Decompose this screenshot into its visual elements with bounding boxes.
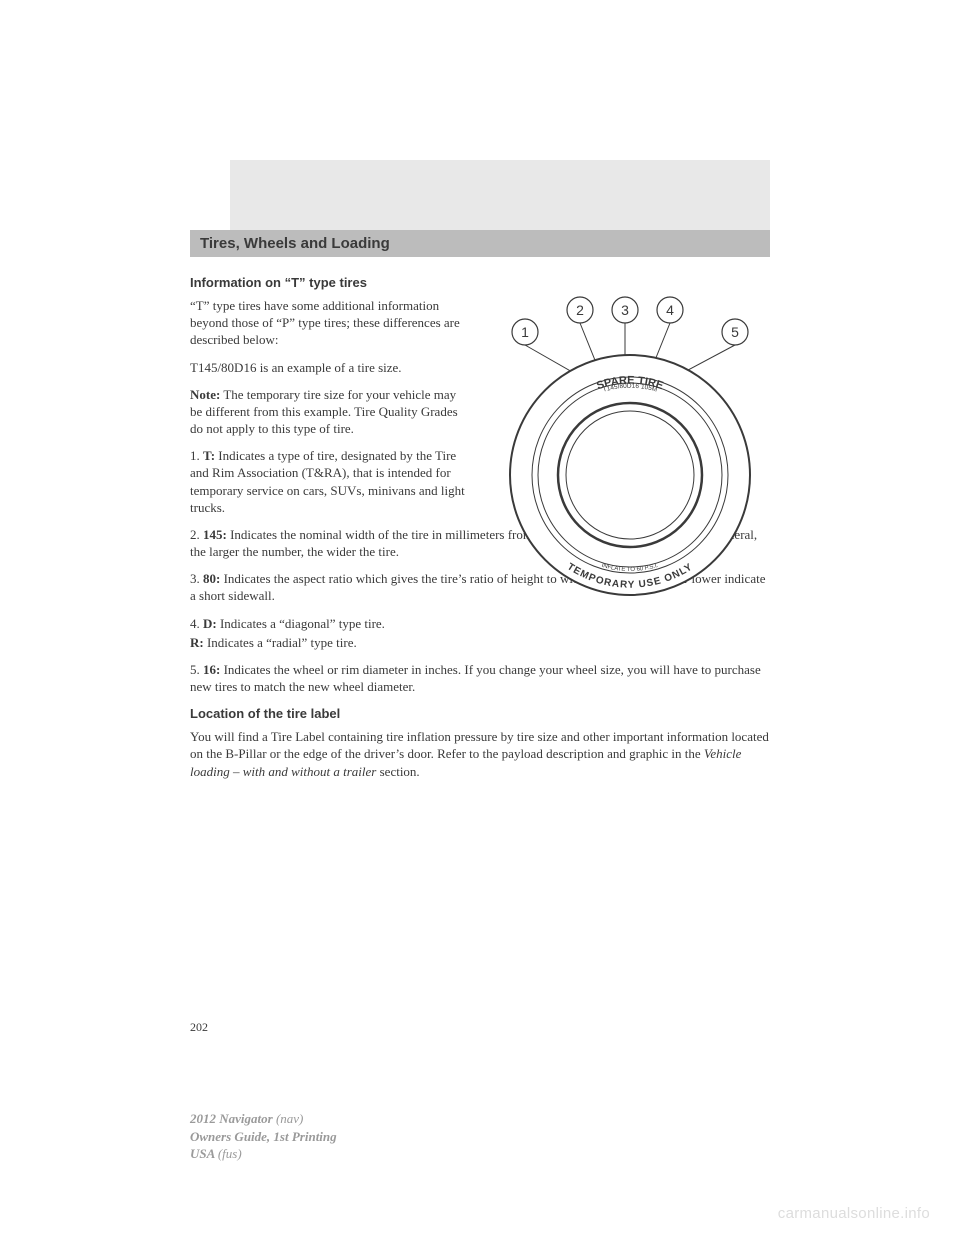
item1-label: T:	[203, 448, 215, 463]
item5-num: 5.	[190, 662, 203, 677]
item2-label: 145:	[203, 527, 227, 542]
para-example: T145/80D16 is an example of a tire size.	[190, 359, 470, 376]
footer-code1: (nav)	[276, 1111, 303, 1126]
callout-3: 3	[621, 302, 629, 318]
callout-1: 1	[521, 324, 529, 340]
item4b-label: R:	[190, 635, 204, 650]
note-label: Note:	[190, 387, 220, 402]
header-gray-box	[230, 160, 770, 230]
item4-text: Indicates a “diagonal” type tire.	[217, 616, 385, 631]
page-number: 202	[190, 1020, 208, 1035]
subhead-location: Location of the tire label	[190, 705, 770, 722]
item2-num: 2.	[190, 527, 203, 542]
para-item5: 5. 16: Indicates the wheel or rim diamet…	[190, 661, 770, 695]
watermark: carmanualsonline.info	[778, 1205, 930, 1222]
item4-label: D:	[203, 616, 217, 631]
loc-text2: section.	[376, 764, 419, 779]
footer: 2012 Navigator (nav) Owners Guide, 1st P…	[190, 1110, 337, 1163]
para-location: You will find a Tire Label containing ti…	[190, 728, 770, 779]
para-item1: 1. T: Indicates a type of tire, designat…	[190, 447, 470, 516]
loc-text1: You will find a Tire Label containing ti…	[190, 729, 769, 761]
item4-num: 4.	[190, 616, 203, 631]
footer-guide: Owners Guide, 1st Printing	[190, 1128, 337, 1146]
item3-num: 3.	[190, 571, 203, 586]
item1-text: Indicates a type of tire, designated by …	[190, 448, 465, 514]
item1-num: 1.	[190, 448, 203, 463]
para-item4: 4. D: Indicates a “diagonal” type tire.	[190, 615, 770, 632]
item5-label: 16:	[203, 662, 220, 677]
note-text: The temporary tire size for your vehicle…	[190, 387, 458, 436]
footer-region: USA	[190, 1146, 218, 1161]
item4b-text: Indicates a “radial” type tire.	[204, 635, 357, 650]
section-header: Tires, Wheels and Loading	[190, 230, 770, 257]
footer-code2: (fus)	[218, 1146, 242, 1161]
callout-5: 5	[731, 324, 739, 340]
callout-4: 4	[666, 302, 674, 318]
item5-text: Indicates the wheel or rim diameter in i…	[190, 662, 761, 694]
footer-model: 2012 Navigator	[190, 1111, 276, 1126]
para-intro: “T” type tires have some additional info…	[190, 297, 470, 348]
item3-label: 80:	[203, 571, 220, 586]
callout-2: 2	[576, 302, 584, 318]
spare-tire-diagram: 1 2 3 4 5 SPARE TIRE T145/80D16 105M	[490, 280, 780, 600]
para-note: Note: The temporary tire size for your v…	[190, 386, 470, 437]
para-item4b: R: Indicates a “radial” type tire.	[190, 634, 770, 651]
